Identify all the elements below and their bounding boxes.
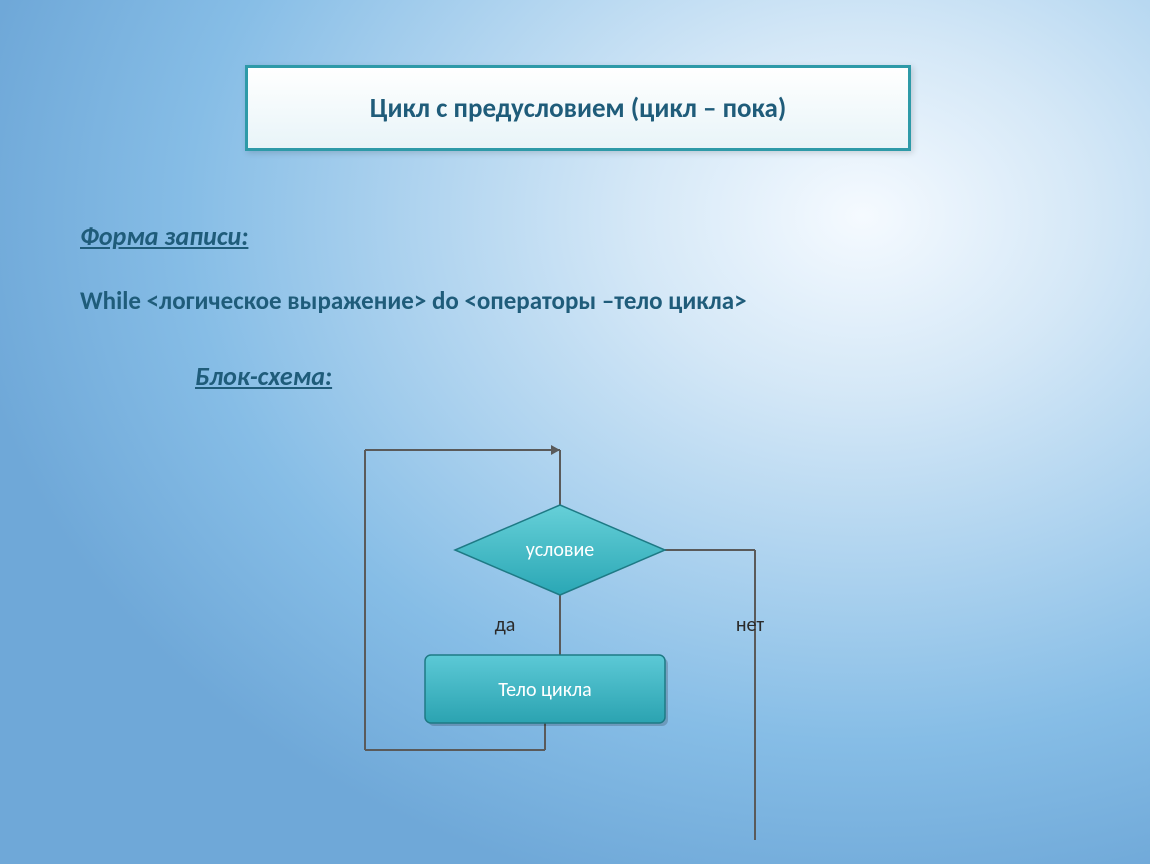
no-label: нет — [736, 613, 765, 637]
loop-body-label: Тело цикла — [498, 678, 592, 702]
condition-label: условие — [526, 538, 595, 562]
flowchart-svg: условие Тело цикла да нет — [330, 430, 810, 850]
section-form-label: Форма записи: — [80, 220, 248, 252]
yes-label: да — [495, 613, 516, 637]
title-box: Цикл с предусловием (цикл – пока) — [245, 65, 911, 151]
page-title: Цикл с предусловием (цикл – пока) — [370, 92, 787, 125]
section-scheme-label: Блок-схема: — [195, 360, 332, 392]
flowchart-diagram: условие Тело цикла да нет — [330, 430, 810, 850]
syntax-text: While <логическое выражение> do <операто… — [80, 285, 747, 316]
